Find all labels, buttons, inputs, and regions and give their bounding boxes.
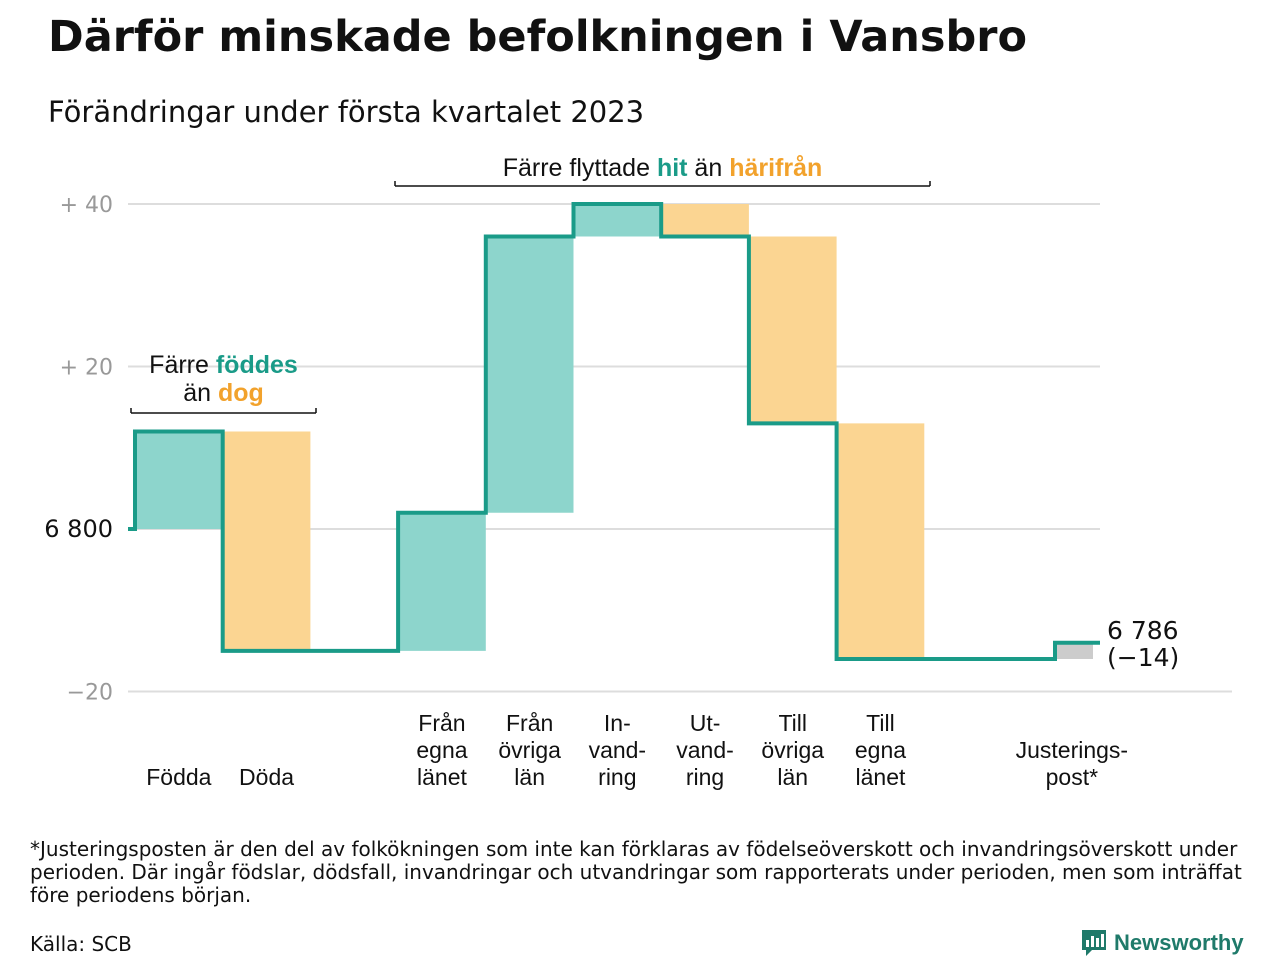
waterfall-bar <box>1055 642 1093 659</box>
births-annotation-label-part: Färre <box>149 351 216 379</box>
x-category-label: övriga <box>498 737 561 763</box>
x-category-label: egna <box>416 737 467 763</box>
y-tick-label: 6 800 <box>44 515 113 543</box>
births-annotation-label-part: än <box>183 379 218 407</box>
waterfall-bar <box>135 431 223 529</box>
source-label: Källa: SCB <box>30 932 132 956</box>
waterfall-bar <box>485 236 574 513</box>
x-category-label: Ut- <box>690 710 721 736</box>
moves-annotation-label-part: hit <box>657 154 688 182</box>
x-category-label: In- <box>604 710 631 736</box>
x-category-label: län <box>514 764 545 790</box>
births-annotation-label-part: föddes <box>216 351 298 379</box>
y-tick-label: −20 <box>67 681 113 706</box>
x-category-label: Till <box>778 710 807 736</box>
chart-title: Därför minskade befolkningen i Vansbro <box>48 12 1028 62</box>
moves-annotation-label-part: Färre flyttade <box>503 154 657 182</box>
x-category-label: Justerings- <box>1016 737 1128 763</box>
x-category-label: vand- <box>589 737 647 763</box>
chart-subtitle: Förändringar under första kvartalet 2023 <box>48 95 645 129</box>
x-category-label: länet <box>417 764 467 790</box>
brand-name: Newsworthy <box>1114 930 1244 955</box>
brand-logo: Newsworthy <box>1080 928 1244 958</box>
x-category-label: Döda <box>239 764 294 790</box>
moves-annotation-label: Färre flyttade hit än härifrån <box>503 154 823 182</box>
newsworthy-logo-icon <box>1082 930 1106 956</box>
x-category-label: ring <box>686 764 724 790</box>
x-category-label: län <box>777 764 808 790</box>
waterfall-bar <box>222 431 311 651</box>
x-category-label: ring <box>598 764 636 790</box>
waterfall-bar <box>748 236 837 424</box>
x-category-label: länet <box>856 764 906 790</box>
x-category-label: Från <box>418 710 465 736</box>
end-change-label: (−14) <box>1107 643 1179 672</box>
footnote: *Justeringsposten är den del av folkökni… <box>30 837 1242 907</box>
x-category-label: Till <box>866 710 895 736</box>
waterfall-bar <box>836 423 925 659</box>
waterfall-bar <box>661 204 749 237</box>
x-category-label: övriga <box>761 737 824 763</box>
running-total-line <box>128 202 1100 661</box>
waterfall-bar <box>398 512 486 651</box>
x-category-label: Födda <box>146 764 211 790</box>
moves-annotation-label-part: härifrån <box>729 154 822 182</box>
end-value-label: 6 786 <box>1107 616 1179 645</box>
y-tick-label: + 40 <box>60 193 113 218</box>
moves-annotation-label-part: än <box>687 154 729 182</box>
births-annotation-label-part: dog <box>218 379 264 407</box>
y-tick-label: + 20 <box>60 356 113 381</box>
x-category-label: egna <box>855 737 906 763</box>
x-category-label: post* <box>1046 764 1098 790</box>
births-annotation-label: än dog <box>183 379 264 407</box>
births-annotation-label: Färre föddes <box>149 351 298 379</box>
waterfall-bar <box>573 204 662 237</box>
x-category-label: Från <box>506 710 553 736</box>
x-category-label: vand- <box>676 737 734 763</box>
